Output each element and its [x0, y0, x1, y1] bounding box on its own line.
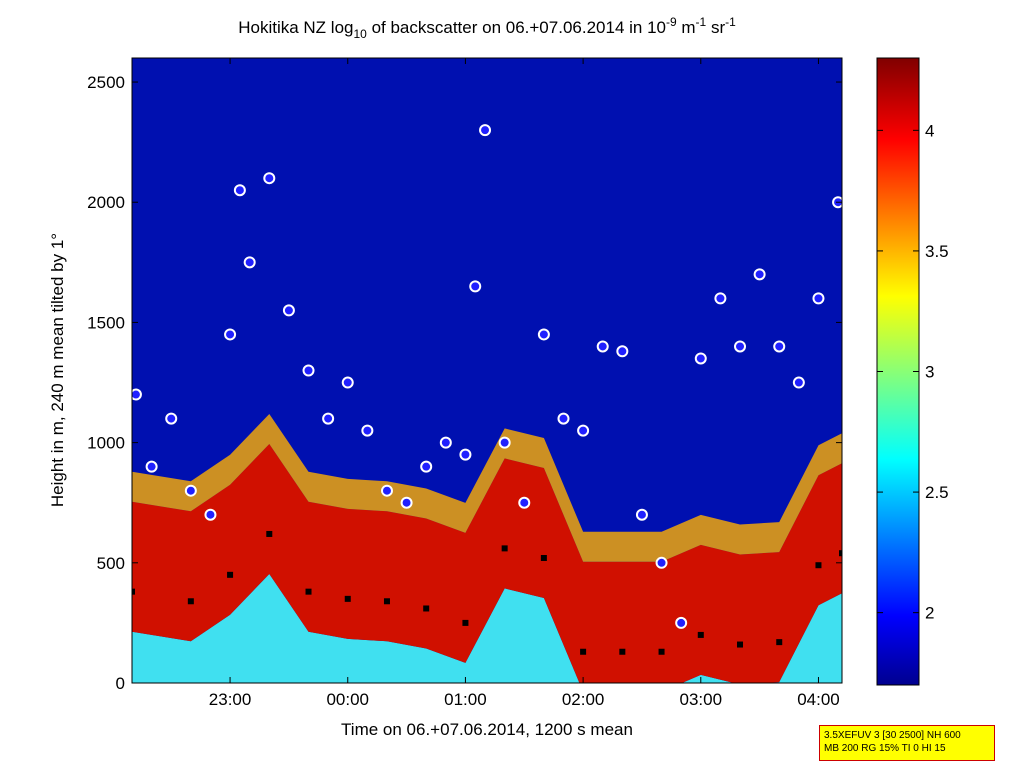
cloud-base-point: [145, 460, 158, 473]
cloud-base-point: [400, 496, 413, 509]
x-tick-label: 04:00: [797, 690, 840, 709]
layer-height-marker: [305, 588, 312, 595]
cloud-base-point: [233, 184, 246, 197]
cloud-base-point: [479, 124, 492, 137]
y-tick-label: 2500: [87, 73, 125, 92]
cloud-base-point: [302, 364, 315, 377]
layer-height-marker: [776, 639, 783, 646]
cloud-base-point: [596, 340, 609, 353]
cloud-base-point: [635, 508, 648, 521]
cloud-base-point: [380, 484, 393, 497]
colorbar-tick-label: 2: [925, 604, 934, 623]
layer-height-marker: [540, 555, 547, 561]
cloud-base-point: [282, 304, 295, 317]
y-axis-label: Height in m, 240 m mean tilted by 1°: [48, 233, 67, 507]
layer-height-marker: [227, 571, 234, 578]
cloud-base-point: [675, 616, 688, 629]
cloud-base-point: [616, 345, 629, 358]
cloud-base-point: [753, 268, 766, 281]
x-tick-label: 01:00: [444, 690, 487, 709]
layer-height-marker: [619, 648, 626, 655]
y-tick-label: 2000: [87, 193, 125, 212]
heatmap-layer-edge: [132, 414, 842, 562]
colorbar-ticks: 2 2.5 3 3.5 4: [877, 121, 949, 623]
layer-height-marker: [266, 530, 273, 537]
cloud-base-point: [694, 352, 707, 365]
cloud-base-point: [439, 436, 452, 449]
x-tick-label: 03:00: [680, 690, 723, 709]
heatmap-boundary-layer: [132, 444, 842, 683]
x-axis-label: Time on 06.+07.06.2014, 1200 s mean: [341, 720, 633, 739]
x-tick-label: 02:00: [562, 690, 605, 709]
y-tick-label: 0: [116, 674, 125, 693]
layer-height-marker: [383, 598, 390, 605]
colorbar: [876, 57, 920, 686]
layer-height-marker: [580, 648, 587, 655]
layer-height-marker: [187, 598, 194, 605]
cloud-base-point: [322, 412, 335, 425]
layer-height-marker: [462, 619, 469, 626]
cloud-base-point: [557, 412, 570, 425]
heatmap-plot-area: [132, 58, 842, 683]
chart-title: Hokitika NZ log10 of backscatter on 06.+…: [238, 15, 736, 41]
cloud-base-point: [459, 448, 472, 461]
cloud-base-point: [224, 328, 237, 341]
layer-height-marker: [815, 562, 822, 569]
layer-height-marker: [658, 648, 665, 655]
cloud-base-point: [498, 436, 511, 449]
layer-height-marker: [344, 595, 351, 602]
cloud-base-point: [263, 172, 276, 185]
cloud-base-point: [132, 388, 142, 401]
plot-frame: [131, 57, 843, 684]
x-tick-label: 00:00: [326, 690, 369, 709]
x-tick-label: 23:00: [209, 690, 252, 709]
cloud-base-point: [469, 280, 482, 293]
heatmap-low-layer: [132, 574, 842, 683]
cloud-base-point: [734, 340, 747, 353]
cloud-base-point: [714, 292, 727, 305]
layer-height-marker: [839, 550, 842, 557]
layer-height-marker: [697, 631, 704, 638]
cloud-base-point: [812, 292, 825, 305]
cloud-base-point: [420, 460, 433, 473]
cloud-base-point: [243, 256, 256, 269]
cloud-base-point: [537, 328, 550, 341]
colorbar-tick-label: 4: [925, 121, 934, 140]
info-box: 3.5XEFUV 3 [30 2500] NH 600 MB 200 RG 15…: [819, 725, 995, 761]
cloud-base-point: [361, 424, 374, 437]
heatmap-layers: [132, 414, 842, 683]
cloud-base-point: [577, 424, 590, 437]
cloud-base-point: [792, 376, 805, 389]
layer-height-marker: [737, 641, 744, 648]
cloud-base-point: [773, 340, 786, 353]
cloud-base-point: [655, 556, 668, 569]
cloud-base-point: [204, 508, 217, 521]
y-tick-label: 500: [97, 554, 125, 573]
colorbar-tick-label: 2.5: [925, 483, 949, 502]
y-tick-label: 1500: [87, 313, 125, 332]
layer-height-marker: [501, 545, 508, 552]
colorbar-tick-label: 3.5: [925, 242, 949, 261]
cloud-base-point: [184, 484, 197, 497]
layer-height-marker: [423, 605, 430, 612]
colorbar-tick-label: 3: [925, 363, 934, 382]
info-line-2: MB 200 RG 15% TI 0 HI 15: [824, 743, 946, 754]
y-axis-ticks: 0 500 1000 1500 2000 2500: [87, 73, 842, 693]
layer-height-marker: [132, 588, 135, 595]
x-axis-ticks: 23:00 00:00 01:00 02:00 03:00 04:00: [209, 58, 840, 709]
y-tick-label: 1000: [87, 434, 125, 453]
cloud-base-point: [518, 496, 531, 509]
cloud-base-point: [341, 376, 354, 389]
cloud-base-point: [165, 412, 178, 425]
info-line-1: 3.5XEFUV 3 [30 2500] NH 600: [824, 730, 961, 741]
